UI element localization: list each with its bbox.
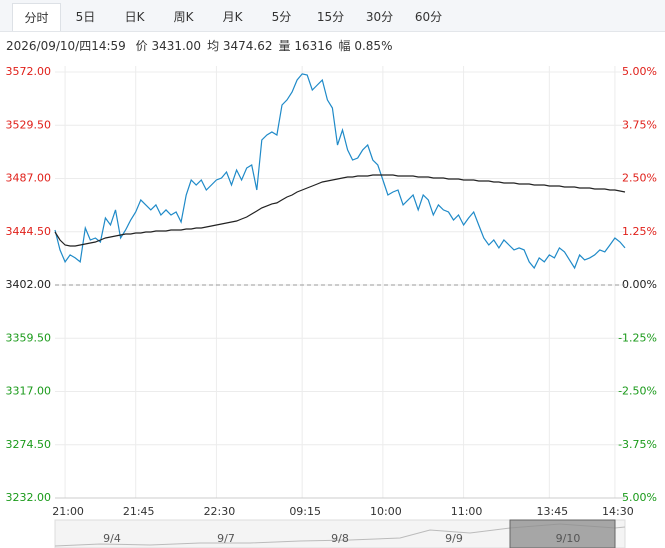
tab[interactable]: 周K bbox=[173, 10, 194, 24]
y-tick-label: 3444.50 bbox=[6, 225, 52, 238]
info-item: 价 3431.00 bbox=[135, 39, 202, 53]
navigator-date: 9/8 bbox=[331, 532, 349, 545]
x-tick-label: 13:45 bbox=[536, 505, 568, 518]
y-tick-label: 3317.00 bbox=[6, 385, 52, 398]
info-item: 幅 0.85% bbox=[338, 39, 393, 53]
y-tick-label: 3529.50 bbox=[6, 118, 52, 131]
x-tick-label: 10:00 bbox=[370, 505, 402, 518]
series-line bbox=[54, 73, 626, 270]
tab[interactable]: 5日 bbox=[75, 10, 96, 24]
x-tick-label: 22:30 bbox=[204, 505, 236, 518]
info-item: 均 3474.62 bbox=[207, 39, 273, 53]
y2-tick-label: -2.50% bbox=[618, 385, 657, 398]
tab[interactable]: 分时 bbox=[12, 3, 61, 31]
navigator-date: 9/9 bbox=[445, 532, 463, 545]
x-tick-label: 09:15 bbox=[289, 505, 321, 518]
x-tick-label: 11:00 bbox=[451, 505, 483, 518]
navigator-selection[interactable] bbox=[509, 519, 616, 548]
y2-tick-label: -3.75% bbox=[618, 438, 657, 451]
x-tick-label: 21:45 bbox=[123, 505, 155, 518]
y2-tick-label: 2.50% bbox=[622, 172, 657, 185]
y-tick-label: 3359.50 bbox=[6, 331, 52, 344]
y-tick-label: 3572.00 bbox=[6, 65, 52, 78]
info-item: 量 16316 bbox=[278, 39, 333, 53]
info-time: 2026/09/10/四14:59 bbox=[6, 39, 126, 53]
tab[interactable]: 30分 bbox=[365, 10, 394, 24]
y2-tick-label: 3.75% bbox=[622, 118, 657, 131]
tab[interactable]: 5分 bbox=[271, 10, 292, 24]
x-tick-label: 21:00 bbox=[52, 505, 84, 518]
y-tick-label: 3232.00 bbox=[6, 491, 52, 504]
navigator-date: 9/10 bbox=[556, 532, 581, 545]
tab[interactable]: 月K bbox=[222, 10, 243, 24]
y2-tick-label: 0.00% bbox=[622, 278, 657, 291]
tab[interactable]: 60分 bbox=[414, 10, 443, 24]
tab[interactable]: 日K bbox=[124, 10, 145, 24]
y2-tick-label: 5.00% bbox=[622, 65, 657, 78]
series-line bbox=[54, 174, 626, 247]
y-tick-label: 3402.00 bbox=[6, 278, 52, 291]
y2-tick-label: 1.25% bbox=[622, 225, 657, 238]
tab-bar: 分时 5日 日K 周K 月K 5分 15分 30分 60分 bbox=[0, 0, 665, 32]
info-line: 2026/09/10/四14:59 价 3431.00 均 3474.62 量 16… bbox=[6, 37, 398, 54]
x-tick-label: 14:30 bbox=[602, 505, 634, 518]
y2-tick-label: -5.00% bbox=[618, 491, 657, 504]
y-tick-label: 3487.00 bbox=[6, 172, 52, 185]
navigator-date: 9/4 bbox=[103, 532, 121, 545]
navigator-date: 9/7 bbox=[217, 532, 235, 545]
y2-tick-label: -1.25% bbox=[618, 331, 657, 344]
tab[interactable]: 15分 bbox=[316, 10, 345, 24]
y-tick-label: 3274.50 bbox=[6, 438, 52, 451]
